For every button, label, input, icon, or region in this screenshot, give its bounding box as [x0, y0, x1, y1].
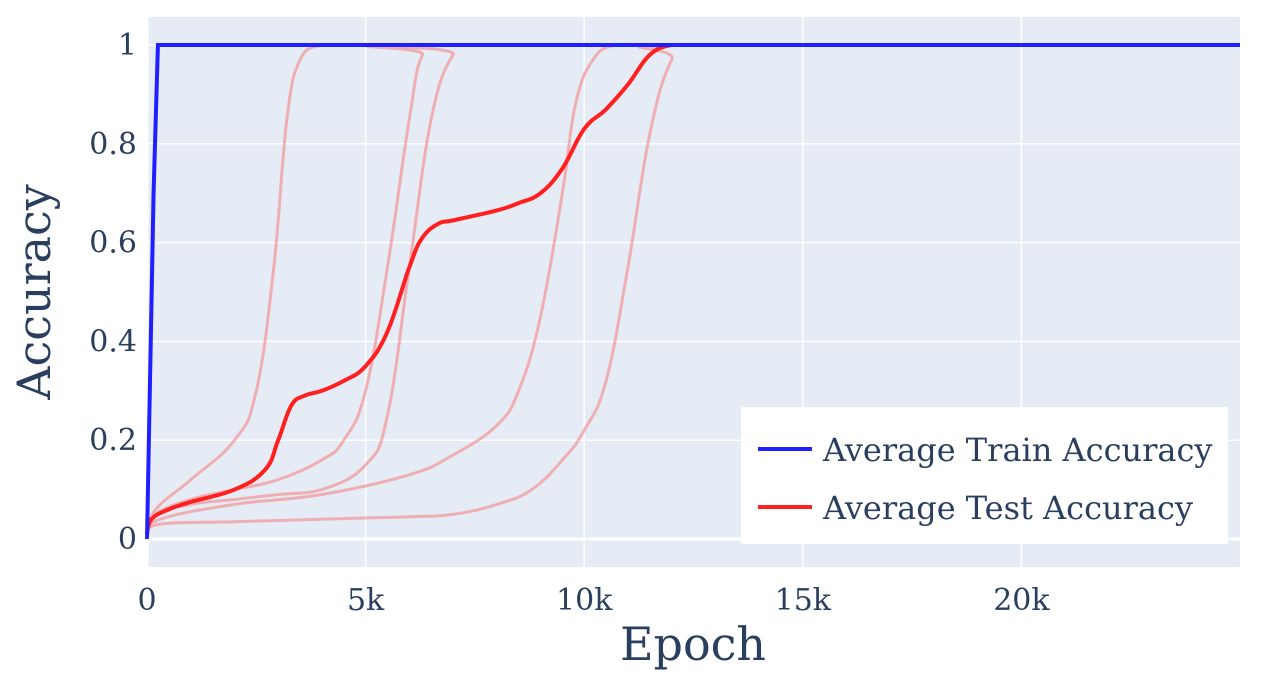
legend-box: [741, 407, 1228, 544]
x-tick-label: 20k: [993, 583, 1050, 618]
legend: Average Train Accuracy Average Test Accu…: [741, 407, 1228, 544]
x-tick-label: 15k: [775, 583, 832, 618]
tick-labels: 0 5k 10k 15k 20k 0 0.2 0.4 0.6 0.8 1: [89, 28, 1050, 618]
x-tick-label: 5k: [347, 583, 385, 618]
x-axis-title: Epoch: [620, 617, 766, 671]
y-tick-label: 0.8: [89, 127, 137, 162]
x-tick-label: 0: [137, 583, 156, 618]
y-tick-label: 0: [118, 522, 137, 557]
y-axis-title: Accuracy: [7, 184, 61, 401]
y-tick-label: 0.2: [89, 423, 137, 458]
y-tick-label: 0.4: [89, 324, 137, 359]
legend-test-label: Average Test Accuracy: [822, 489, 1193, 527]
x-tick-label: 10k: [556, 583, 613, 618]
y-tick-label: 0.6: [89, 226, 137, 261]
legend-train-label: Average Train Accuracy: [822, 431, 1212, 469]
average-train-accuracy-line: [145, 43, 1240, 540]
y-tick-label: 1: [118, 28, 137, 63]
average-series-lines: [145, 42, 1240, 540]
